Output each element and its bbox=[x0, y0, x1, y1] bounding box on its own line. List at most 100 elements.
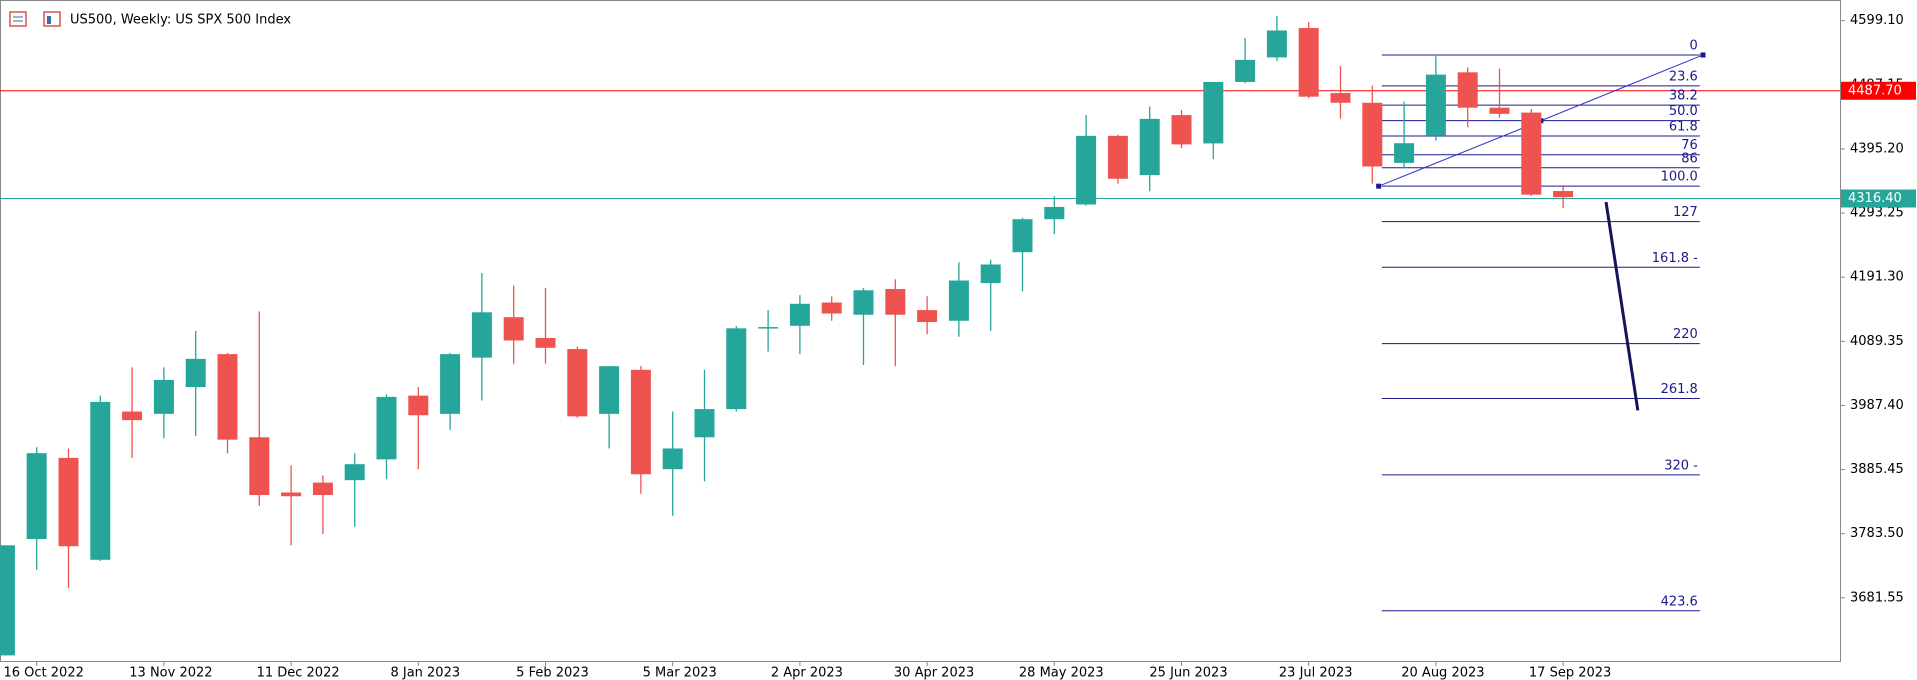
candle-body bbox=[1425, 74, 1446, 136]
fib-label: 0 bbox=[1690, 38, 1698, 53]
candle-body bbox=[1457, 72, 1478, 108]
candle-body bbox=[26, 453, 47, 540]
x-tick-label: 8 Jan 2023 bbox=[390, 666, 460, 680]
fib-label: 423.6 bbox=[1661, 594, 1698, 609]
x-tick-label: 13 Nov 2022 bbox=[129, 666, 212, 680]
fib-label: 220 bbox=[1673, 327, 1698, 342]
candle-body bbox=[58, 457, 79, 547]
candle-body bbox=[122, 411, 143, 421]
candle-body bbox=[344, 464, 365, 481]
candle-body bbox=[1235, 59, 1256, 82]
candle-body bbox=[758, 327, 779, 329]
candle-body bbox=[599, 366, 620, 414]
fib-label: 261.8 bbox=[1661, 382, 1698, 397]
fib-label: 76 bbox=[1681, 138, 1698, 153]
fib-label: 86 bbox=[1681, 151, 1698, 166]
trend-line bbox=[1604, 201, 1640, 411]
x-tick-label: 11 Dec 2022 bbox=[257, 666, 340, 680]
candle-body bbox=[249, 437, 270, 496]
candle-body bbox=[1266, 30, 1287, 58]
y-tick-label: 4293.25 bbox=[1850, 206, 1904, 221]
icon-chart[interactable] bbox=[43, 11, 61, 27]
x-tick-label: 20 Aug 2023 bbox=[1401, 666, 1484, 680]
x-tick-label: 30 Apr 2023 bbox=[894, 666, 974, 680]
price-label-box bbox=[1841, 189, 1916, 208]
fib-label: 50.0 bbox=[1669, 104, 1698, 119]
candle-body bbox=[312, 482, 333, 496]
y-tick-label: 3885.45 bbox=[1850, 462, 1904, 477]
candle-body bbox=[694, 409, 715, 438]
candle-body bbox=[1362, 102, 1383, 167]
candle-body bbox=[567, 349, 588, 417]
icon-list[interactable] bbox=[9, 11, 27, 27]
candle-body bbox=[1044, 206, 1065, 220]
y-tick-label: 4191.30 bbox=[1850, 270, 1904, 285]
fib-label: 127 bbox=[1673, 205, 1698, 220]
x-tick-label: 23 Jul 2023 bbox=[1279, 666, 1353, 680]
fib-label: 161.8 - bbox=[1652, 251, 1698, 266]
candle-body bbox=[821, 302, 842, 314]
candle-body bbox=[1330, 93, 1351, 103]
candle-body bbox=[948, 280, 969, 321]
candle-body bbox=[408, 395, 429, 416]
candle-body bbox=[1171, 115, 1192, 145]
x-tick-label: 16 Oct 2022 bbox=[4, 666, 84, 680]
candle-body bbox=[885, 289, 906, 315]
y-tick-label: 3783.50 bbox=[1850, 526, 1904, 541]
candle-body bbox=[1298, 28, 1319, 97]
icon-bar bbox=[47, 16, 51, 24]
y-tick-label: 3987.40 bbox=[1850, 398, 1904, 413]
candle-body bbox=[1139, 118, 1160, 176]
plot-frame bbox=[0, 0, 1841, 662]
price-label: 4316.40 bbox=[1848, 191, 1902, 206]
candle-body bbox=[440, 354, 461, 414]
candle-body bbox=[853, 290, 874, 315]
candle-body bbox=[980, 264, 1001, 284]
candle-body bbox=[376, 396, 397, 460]
candle-body bbox=[662, 448, 683, 470]
candle-body bbox=[917, 310, 938, 323]
x-tick-label: 2 Apr 2023 bbox=[771, 666, 843, 680]
candle-body bbox=[281, 492, 302, 497]
x-tick-label: 5 Feb 2023 bbox=[516, 666, 589, 680]
candle-body bbox=[1521, 112, 1542, 195]
candle-body bbox=[0, 545, 15, 656]
x-tick-label: 25 Jun 2023 bbox=[1149, 666, 1227, 680]
candle-body bbox=[1076, 135, 1097, 205]
trend-anchor bbox=[1376, 183, 1382, 189]
fib-label: 61.8 bbox=[1669, 120, 1698, 135]
candle-body bbox=[1203, 81, 1224, 144]
fib-label: 320 - bbox=[1664, 458, 1698, 473]
candle-body bbox=[789, 303, 810, 326]
candle-body bbox=[503, 317, 524, 341]
y-tick-label: 4599.10 bbox=[1850, 13, 1904, 28]
candle-body bbox=[1553, 191, 1574, 198]
candle-body bbox=[90, 401, 111, 560]
candle-body bbox=[535, 338, 556, 348]
candle-body bbox=[471, 312, 492, 358]
trend-anchor bbox=[1700, 52, 1706, 58]
y-tick-label: 3681.55 bbox=[1850, 590, 1904, 605]
fib-label: 23.6 bbox=[1669, 69, 1698, 84]
price-label-box bbox=[1841, 81, 1916, 100]
candle-body bbox=[217, 354, 238, 440]
price-label: 4487.70 bbox=[1848, 83, 1902, 98]
fib-label: 38.2 bbox=[1669, 89, 1698, 104]
candle-body bbox=[185, 358, 206, 388]
x-tick-label: 28 May 2023 bbox=[1019, 666, 1104, 680]
y-tick-label: 4089.35 bbox=[1850, 334, 1904, 349]
candle-body bbox=[1489, 107, 1510, 114]
candle-body bbox=[1394, 143, 1415, 163]
candle-body bbox=[1107, 135, 1128, 179]
candle-body bbox=[1012, 219, 1033, 253]
candle-body bbox=[630, 369, 651, 475]
candle-body bbox=[726, 328, 747, 410]
x-tick-label: 17 Sep 2023 bbox=[1529, 666, 1611, 680]
y-tick-label: 4395.20 bbox=[1850, 141, 1904, 156]
chart-title: US500, Weekly: US SPX 500 Index bbox=[70, 13, 291, 28]
toolbar-icons bbox=[9, 11, 61, 27]
fib-label: 100.0 bbox=[1661, 170, 1698, 185]
candle-body bbox=[153, 379, 174, 414]
x-tick-label: 5 Mar 2023 bbox=[643, 666, 717, 680]
